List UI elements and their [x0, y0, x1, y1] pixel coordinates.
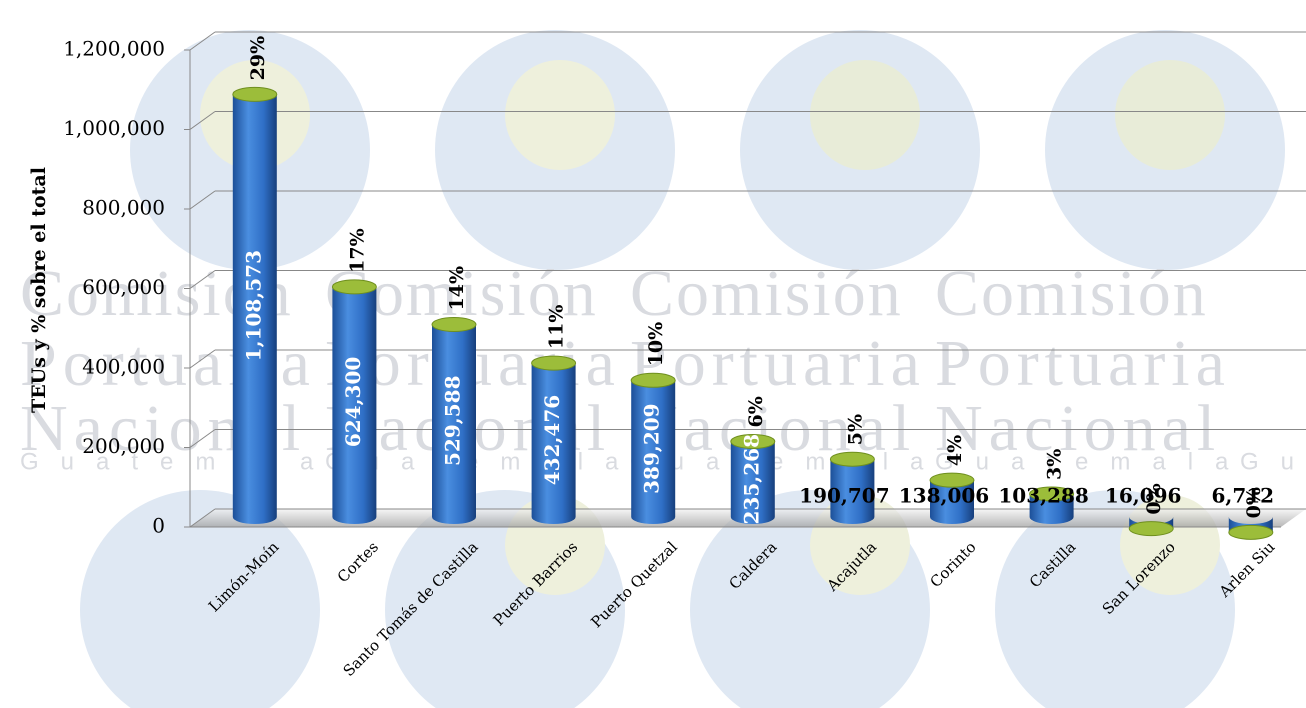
x-tick-label: Corinto — [926, 538, 979, 591]
y-tick-label: 600,000 — [82, 275, 165, 299]
bar — [730, 441, 775, 524]
bar-top — [232, 86, 278, 102]
grid-line — [189, 429, 216, 448]
y-tick-label: 200,000 — [82, 434, 165, 458]
watermark-text: Comisión — [935, 257, 1208, 330]
grid-line — [189, 190, 216, 210]
value-label: 235,268 — [739, 434, 763, 524]
watermark-text: Portuaria — [935, 327, 1231, 400]
value-label: 624,300 — [341, 357, 365, 447]
bar-top — [531, 355, 577, 371]
bar — [930, 480, 974, 524]
bar-top — [1029, 486, 1075, 502]
bar-top — [630, 372, 676, 388]
value-label: 16,096 — [1105, 484, 1182, 508]
y-tick-label: 800,000 — [82, 196, 165, 220]
y-axis-title: TEUs y % sobre el total — [28, 167, 50, 413]
bar-top — [331, 279, 377, 295]
bar-top — [1128, 521, 1174, 537]
percent-label: 10% — [645, 322, 667, 367]
bar — [432, 324, 476, 524]
y-tick-label: 1,000,000 — [63, 116, 165, 140]
bar — [1029, 493, 1074, 524]
bar — [232, 94, 277, 524]
bar — [332, 286, 377, 524]
value-label: 529,588 — [441, 376, 465, 466]
percent-label: 14% — [446, 266, 468, 311]
value-label: 103,288 — [998, 484, 1088, 508]
bar-top — [1228, 524, 1274, 540]
percent-label: 4% — [944, 435, 966, 466]
bar — [830, 459, 875, 524]
value-label: 432,476 — [540, 395, 564, 485]
watermark-text: Comisión — [630, 257, 903, 330]
grid-line — [189, 508, 216, 528]
percent-label: 5% — [844, 414, 866, 445]
bar-top — [730, 433, 776, 449]
y-tick-label: 1,200,000 — [63, 37, 165, 61]
percent-label: 3% — [1044, 449, 1066, 480]
value-label: 6,712 — [1211, 484, 1274, 508]
bar — [631, 380, 676, 524]
watermark: Comisión Comisión Comisión ComisiónPortuari… — [20, 30, 1306, 708]
value-label: 190,707 — [799, 484, 889, 508]
watermark-text: Guatemala — [1240, 448, 1306, 475]
grid-line — [189, 31, 216, 51]
value-label: 138,006 — [899, 484, 989, 508]
y-tick-label: 400,000 — [82, 355, 165, 379]
bar-top — [431, 316, 477, 332]
watermark-text: Nacional — [935, 392, 1221, 465]
percent-label: 17% — [346, 228, 368, 273]
grid-line — [189, 349, 216, 369]
bar-top — [829, 451, 875, 467]
y-tick-label: 0 — [152, 514, 165, 538]
watermark-text: Guatemala — [20, 448, 335, 475]
percent-label: 29% — [247, 36, 269, 81]
percent-label: 11% — [546, 305, 568, 350]
bar — [531, 363, 576, 524]
percent-label: 0% — [1243, 487, 1265, 518]
watermark-text: Guatemala — [630, 448, 945, 475]
grid-line — [189, 270, 216, 289]
bar-top — [929, 472, 975, 488]
watermark-text: Guatemala — [935, 448, 1250, 475]
grid-line — [189, 111, 216, 130]
x-tick-label: Cortes — [334, 538, 382, 586]
percent-label: 0% — [1143, 483, 1165, 514]
watermark-text: Portuaria — [630, 327, 926, 400]
percent-label: 6% — [745, 396, 767, 427]
value-label: 1,108,573 — [241, 250, 265, 361]
value-label: 389,209 — [640, 403, 664, 493]
